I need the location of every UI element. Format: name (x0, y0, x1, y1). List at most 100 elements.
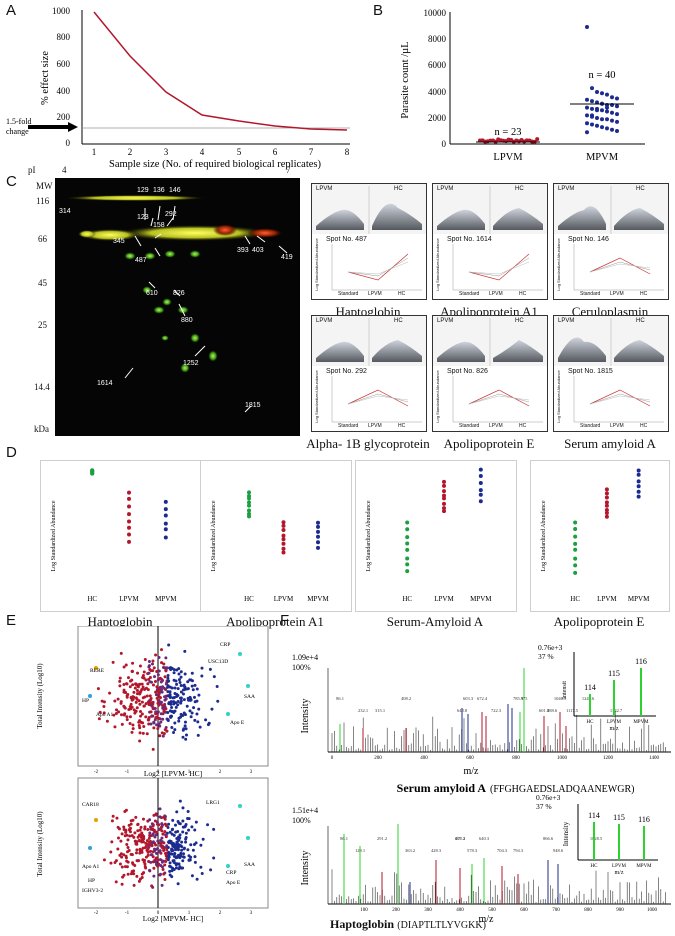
panel-label-b: B (373, 2, 384, 19)
d-xlabel: MPVM (628, 595, 650, 603)
e-point (119, 839, 123, 843)
c-mw-label: MW (36, 181, 53, 191)
e-point (149, 696, 153, 700)
f-bot-protein: Haptoglobin (330, 917, 395, 931)
f-top-peak-label: 86.1 (336, 696, 344, 701)
e-point (163, 851, 167, 855)
d-dot (281, 523, 286, 528)
e-point (156, 678, 160, 682)
e-point (141, 846, 145, 850)
f-top-peak-label: 1249.6 (582, 696, 595, 701)
b-dot-mpvm (590, 122, 594, 127)
f-top-peak-label: 672.4 (477, 696, 488, 701)
f-bot-xtick: 900 (616, 908, 624, 913)
e-point (186, 848, 190, 852)
e-point (157, 669, 161, 673)
e-point (155, 822, 159, 826)
e-point (157, 828, 161, 832)
d-dot (405, 541, 410, 546)
e-point (149, 722, 153, 726)
e-point (158, 807, 162, 811)
e-point (132, 708, 136, 712)
e-point (150, 714, 154, 718)
e-point (109, 861, 113, 865)
e-point (166, 718, 170, 722)
c-pi-label: pI (28, 165, 36, 175)
e-point (167, 840, 171, 844)
a-xtick-8: 8 (345, 147, 350, 157)
f-top-xtick: 1000 (557, 756, 568, 761)
a-xtick-1: 1 (92, 147, 97, 157)
e-point (125, 859, 129, 863)
f-top-peak-label: 1046.5 (554, 696, 567, 701)
e-bot-lab-apoe: Apo E (226, 880, 241, 886)
mini-x-label: HC (640, 291, 648, 297)
c-pi-right: 7 (286, 165, 291, 175)
e-point (158, 849, 162, 853)
e-point (156, 689, 160, 693)
e-point (193, 855, 197, 859)
e-point (156, 673, 160, 677)
e-point (166, 710, 170, 714)
d-dot (316, 534, 320, 539)
b-n-mpvm: n = 40 (589, 70, 616, 81)
d-caption-3: Serum-Amyloid A (386, 614, 484, 629)
e-point (177, 838, 181, 842)
e-point (201, 837, 205, 841)
d-xlabel: MPVM (155, 595, 177, 603)
e-point (122, 713, 126, 717)
e-top-xtick-3: 3 (250, 770, 253, 775)
e-point (134, 815, 138, 819)
d-dot (247, 500, 251, 505)
spot-123: 123 (137, 214, 149, 221)
f-bot-xtick: 400 (456, 908, 464, 913)
mini-hc-label: HC (636, 318, 645, 324)
e-point (156, 716, 160, 720)
b-dot-mpvm (595, 100, 599, 105)
e-point (134, 700, 138, 704)
e-point (176, 845, 180, 849)
spot-487: 487 (135, 257, 147, 264)
e-top-lab-usc13d: USC13D (208, 659, 228, 665)
e-point (168, 869, 172, 873)
e-point (147, 659, 151, 663)
e-point (152, 847, 156, 851)
f-bot-inset-top: 0.76e+3 (536, 793, 561, 802)
e-point (119, 852, 123, 856)
e-highlight (94, 666, 98, 670)
d-plot-4: HC LPVM MPVM Log Standardized Abundance (530, 460, 670, 612)
e-point (177, 719, 181, 723)
e-point (184, 733, 188, 737)
spot-146: 146 (169, 187, 181, 194)
d-dot (281, 550, 286, 555)
e-point (159, 872, 163, 876)
f-bot-peak-label: 704.3 (497, 848, 508, 853)
e-point (164, 824, 168, 828)
d-xlabel: LPVM (434, 595, 454, 603)
mini-x-label: Standard (338, 291, 359, 297)
d-dot (281, 546, 286, 551)
e-point (163, 863, 167, 867)
d-dot (163, 499, 168, 504)
e-point (154, 690, 158, 694)
e-point (178, 822, 182, 826)
e-point (140, 682, 144, 686)
e-point (133, 686, 137, 690)
e-point (125, 715, 129, 719)
d-xlabel: LPVM (597, 595, 617, 603)
e-point (148, 818, 152, 822)
e-point (138, 851, 142, 855)
mini-spot-label: Spot No. 1815 (568, 368, 613, 375)
e-point (147, 718, 151, 722)
e-point (152, 726, 156, 730)
e-point (170, 686, 174, 690)
b-dot-mpvm (615, 112, 619, 117)
f-top-peak-label: 232.1 (358, 708, 368, 713)
e-point (166, 694, 170, 698)
e-point (138, 828, 142, 832)
e-point (122, 853, 126, 857)
e-point (178, 856, 182, 860)
e-point (166, 858, 170, 862)
e-point (120, 882, 124, 886)
e-point (124, 856, 128, 860)
